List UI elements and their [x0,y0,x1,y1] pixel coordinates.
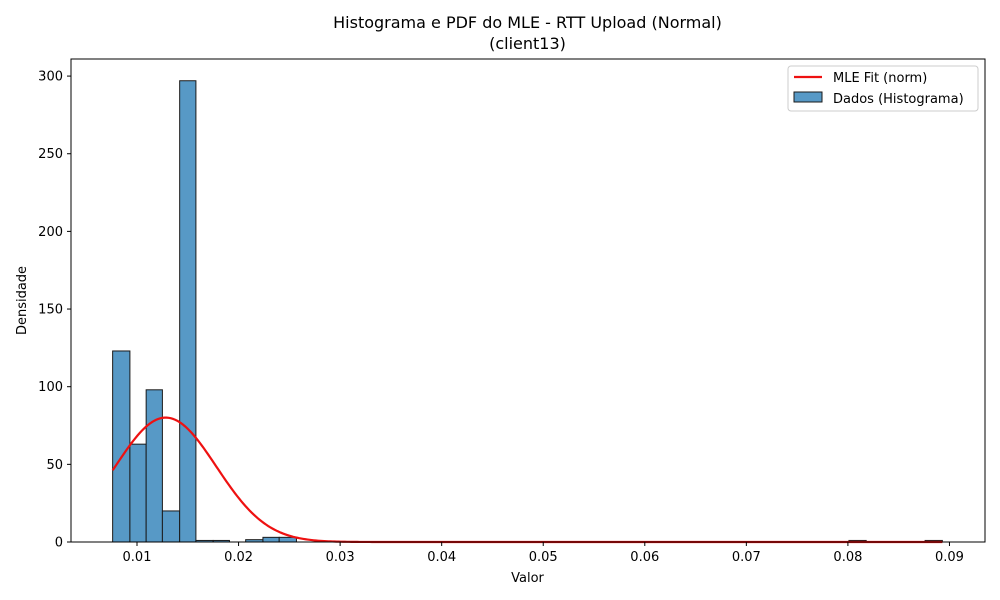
histogram-bars [112,80,943,543]
y-tick-label: 50 [46,458,63,473]
y-tick-label: 300 [38,70,63,85]
x-tick-label: 0.02 [224,550,253,565]
x-tick-label: 0.06 [630,550,659,565]
mle-fit-line [111,416,943,544]
plot-frame [70,58,986,543]
legend: MLE Fit (norm) Dados (Histograma) [787,65,979,112]
histogram-bar [161,510,181,543]
chart-title-line2: (client13) [489,34,566,53]
x-tick-label: 0.09 [935,550,964,565]
histogram-bar [129,443,147,543]
histogram-bar [262,536,280,543]
histogram-bar [145,389,163,543]
legend-patch-swatch [793,91,823,103]
y-axis-ticks: 0 50 100 150 200 250 300 [38,70,71,551]
x-tick-label: 0.08 [833,550,862,565]
chart-title-line1: Histograma e PDF do MLE - RTT Upload (No… [333,13,722,32]
legend-label-fit: MLE Fit (norm) [833,71,927,86]
y-tick-label: 250 [38,147,63,162]
y-tick-label: 150 [38,303,63,318]
x-tick-label: 0.07 [732,550,761,565]
histogram-bar [179,80,197,543]
x-axis-label: Valor [511,571,544,586]
legend-label-histogram: Dados (Histograma) [833,92,964,107]
x-axis-ticks: 0.01 0.02 0.03 0.04 0.05 0.06 0.07 0.08 0.09 [123,542,964,565]
histogram-bar [112,350,131,543]
x-tick-label: 0.03 [326,550,355,565]
y-tick-label: 0 [55,536,63,551]
x-tick-label: 0.04 [427,550,456,565]
x-tick-label: 0.01 [123,550,152,565]
x-tick-label: 0.05 [529,550,558,565]
y-tick-label: 100 [38,380,63,395]
y-tick-label: 200 [38,225,63,240]
legend-box [787,65,979,112]
y-axis-label: Densidade [15,266,30,335]
